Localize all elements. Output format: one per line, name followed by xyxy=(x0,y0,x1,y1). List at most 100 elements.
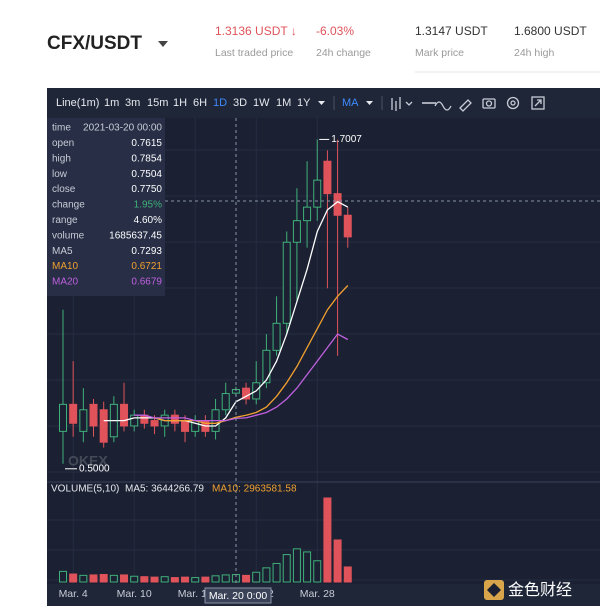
candle-type-dropdown[interactable] xyxy=(405,101,413,106)
info-value: 0.7854 xyxy=(131,153,162,164)
stat-value: 1.3136 USDT ↓ xyxy=(215,24,297,38)
fullscreen-arrow xyxy=(534,99,542,107)
candle-body xyxy=(170,414,179,424)
info-label: volume xyxy=(52,230,85,241)
candle-body xyxy=(89,403,98,427)
stats: 1.3136 USDT ↓ Last traded price -6.03% 24h … xyxy=(215,24,587,59)
logo-icon-shape xyxy=(487,583,501,597)
volume-bar xyxy=(252,571,261,583)
interval-button[interactable]: 3m xyxy=(125,97,140,109)
candle-body xyxy=(292,220,301,243)
interval-button[interactable]: 6H xyxy=(193,97,207,109)
info-label: low xyxy=(52,169,68,180)
volume-bar xyxy=(79,574,88,583)
volume-bar xyxy=(191,577,200,583)
ma-line xyxy=(103,200,349,427)
volume-bar xyxy=(59,570,67,583)
screenshot-icon[interactable] xyxy=(482,98,496,109)
candle-body xyxy=(181,420,190,432)
stat-label: 24h high xyxy=(514,47,554,59)
volume-bar xyxy=(211,575,220,583)
crosshair-label: Mar. 20 0:00 xyxy=(209,590,268,602)
info-label: MA20 xyxy=(52,277,79,288)
volume-bar xyxy=(109,574,118,583)
volume-bar xyxy=(140,576,149,583)
interval-button[interactable]: 1m xyxy=(104,97,119,109)
stat-label: Last traded price xyxy=(215,47,293,59)
volume-bar xyxy=(272,562,281,583)
volume-bar xyxy=(170,577,179,583)
info-value: 0.6721 xyxy=(131,261,162,272)
volume-bar xyxy=(160,576,169,583)
candle-body xyxy=(242,387,251,400)
toolbar-icons xyxy=(391,96,545,112)
info-value: 0.6679 xyxy=(131,277,162,288)
info-panel-bg xyxy=(47,118,165,296)
volume-ma10: MA10: 2963581.58 xyxy=(212,484,297,495)
interval-button[interactable]: Line(1m) xyxy=(56,97,99,109)
candle-type-icon[interactable] xyxy=(391,97,401,111)
interval-button[interactable]: 1M xyxy=(276,97,291,109)
candle-body xyxy=(323,160,332,195)
info-value: 0.7504 xyxy=(131,169,162,180)
candle-body xyxy=(59,403,67,432)
pair-dropdown[interactable] xyxy=(158,41,168,47)
stat-label: Mark price xyxy=(415,47,464,59)
draw-tool-icon[interactable] xyxy=(459,99,472,112)
marks: 1.7007 0.5000 xyxy=(59,134,362,583)
volume-title: VOLUME(5,10) xyxy=(51,484,119,495)
info-value: 1.95% xyxy=(134,200,162,211)
info-label: range xyxy=(52,215,78,226)
stat-value: 1.6800 USDT xyxy=(514,24,587,38)
indicator-dropdown xyxy=(366,101,373,105)
watermark: OKEX xyxy=(68,453,108,469)
candle-body xyxy=(99,409,108,443)
volume-bar xyxy=(343,566,352,583)
candle-body xyxy=(150,420,159,427)
interval-button[interactable]: 3D xyxy=(233,97,247,109)
volume-bar xyxy=(150,576,159,583)
x-tick-label: Mar. 16 xyxy=(178,588,213,600)
volume-bar xyxy=(303,551,312,583)
candle-body xyxy=(79,409,88,432)
crosshair-label-box xyxy=(204,587,272,604)
info-label: close xyxy=(52,184,76,195)
volume-bar xyxy=(201,576,210,583)
volume-bar xyxy=(262,567,271,583)
volume-bar xyxy=(181,576,190,583)
indicator-button[interactable]: MA xyxy=(342,97,359,109)
interval-button[interactable]: 1H xyxy=(173,97,187,109)
candle-body xyxy=(282,241,291,324)
volume-bar xyxy=(221,574,230,583)
interval-button[interactable]: 1D xyxy=(213,97,227,109)
volume-bar xyxy=(323,497,332,583)
line-tool-icon[interactable] xyxy=(434,101,452,111)
info-value: 0.7615 xyxy=(131,138,162,149)
low-marker: 0.5000 xyxy=(79,463,110,474)
info-panel: time 2021-03-20 00:00 open 0.7615 high 0.7854… xyxy=(47,118,165,296)
candle-body xyxy=(313,179,322,208)
volume-bar xyxy=(130,575,139,583)
screenshot-lens xyxy=(485,100,493,107)
x-tick-label: Mar. 10 xyxy=(117,588,152,600)
info-value: 1685637.45 xyxy=(109,230,162,241)
volume-ma5: MA5: 3644266.79 xyxy=(125,484,204,495)
ma-line xyxy=(154,285,349,424)
ma-line xyxy=(134,333,349,422)
info-label: MA5 xyxy=(52,246,73,257)
interval-button[interactable]: 15m xyxy=(147,97,168,109)
volume-bar xyxy=(242,574,251,583)
candle-body xyxy=(262,349,271,384)
pair-title[interactable]: CFX/USDT xyxy=(47,33,142,54)
toolbar-items: Line(1m) 1m 3m 15m 1H 6H 1D 3D 1W 1M 1Y MA xyxy=(56,96,383,110)
volume-bar xyxy=(120,574,129,583)
fullscreen-icon[interactable] xyxy=(531,96,545,110)
interval-dropdown xyxy=(318,101,325,105)
interval-button[interactable]: 1Y xyxy=(297,97,311,109)
high-marker: 1.7007 xyxy=(331,134,362,145)
settings-icon[interactable] xyxy=(506,96,520,110)
interval-button[interactable]: 1W xyxy=(253,97,270,109)
